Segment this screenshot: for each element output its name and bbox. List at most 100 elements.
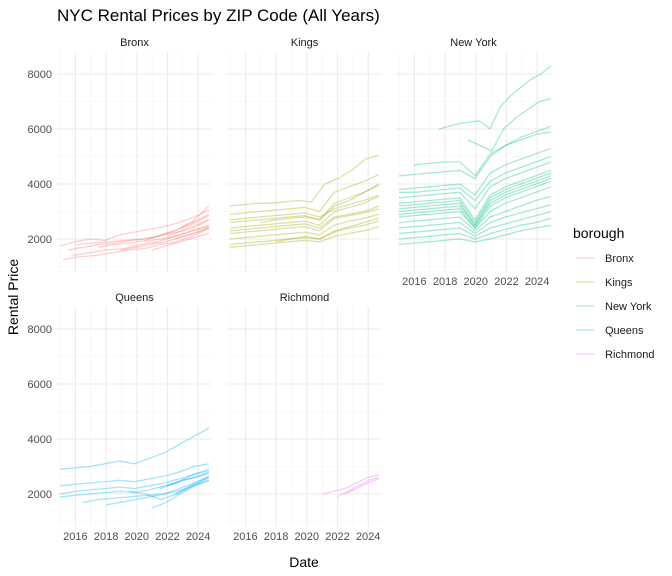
series-line <box>399 169 552 221</box>
series-line <box>399 195 552 232</box>
series-line <box>60 472 210 498</box>
y-tick-label: 4000 <box>28 179 52 191</box>
legend-entry-label: Bronx <box>605 253 634 265</box>
facet-strip-label: Queens <box>115 292 154 304</box>
x-tick-label: 2016 <box>233 531 257 543</box>
series-line <box>399 224 552 246</box>
series-line <box>399 177 552 226</box>
series-line <box>230 184 380 224</box>
facet-strip-label: New York <box>450 37 497 49</box>
series-line <box>105 476 210 506</box>
series-line <box>399 125 552 180</box>
series-line <box>337 476 380 498</box>
series-line <box>399 210 552 237</box>
series-line <box>151 479 210 509</box>
series-line <box>399 203 552 235</box>
series-line <box>98 205 210 248</box>
series-line <box>167 219 210 237</box>
legend-entry-label: Kings <box>605 277 633 289</box>
series-line <box>230 220 380 246</box>
series-line <box>399 186 552 229</box>
chart-title: NYC Rental Prices by ZIP Code (All Years… <box>57 6 380 25</box>
series-line <box>230 208 380 235</box>
facet-panels: Bronx 2000 4000 6000 8000 Kings New York 2016 20… <box>28 37 552 543</box>
x-tick-label: 2024 <box>186 531 210 543</box>
series-line <box>62 227 210 261</box>
y-tick-label: 8000 <box>28 69 52 81</box>
series-line <box>59 209 210 247</box>
x-tick-label: 2016 <box>63 531 87 543</box>
series-line <box>128 476 210 501</box>
x-tick-label: 2022 <box>155 531 179 543</box>
y-tick-label: 8000 <box>28 324 52 336</box>
legend-title: borough <box>573 225 624 241</box>
legend-entry-kings: Kings <box>576 277 633 289</box>
x-tick-label: 2018 <box>264 531 288 543</box>
y-tick-label: 2000 <box>28 489 52 501</box>
x-tick-label: 2020 <box>295 531 319 543</box>
series-line <box>399 172 552 224</box>
series-line <box>399 161 552 210</box>
series-line <box>230 213 380 240</box>
x-tick-label: 2022 <box>494 276 518 288</box>
facet-strip-label: Richmond <box>280 292 330 304</box>
series-line <box>182 215 210 229</box>
x-tick-label: 2024 <box>356 531 380 543</box>
series-line <box>399 155 552 202</box>
x-tick-label: 2024 <box>525 276 549 288</box>
series-line <box>399 175 552 226</box>
series-line <box>414 131 552 177</box>
series-line <box>151 232 210 251</box>
x-tick-label: 2020 <box>125 531 149 543</box>
series-line <box>72 224 210 257</box>
facet-strip-label: Bronx <box>120 37 149 49</box>
series-line <box>260 183 380 224</box>
series-line <box>144 225 210 243</box>
legend-entry-bronx: Bronx <box>576 253 634 265</box>
y-tick-label: 6000 <box>28 379 52 391</box>
y-axis-label: Rental Price <box>5 259 21 335</box>
series-line <box>60 463 210 487</box>
series-line <box>467 98 552 152</box>
facet-panel-kings: Kings <box>227 37 382 272</box>
x-tick-label: 2018 <box>433 276 457 288</box>
series-line <box>344 478 380 495</box>
legend: borough Bronx Kings New York Queens Richmond <box>573 225 655 361</box>
x-tick-label: 2018 <box>94 531 118 543</box>
series-line <box>321 474 380 495</box>
x-tick-label: 2022 <box>325 531 349 543</box>
facet-strip-label: Kings <box>291 37 319 49</box>
legend-entry-label: Queens <box>605 325 644 337</box>
x-tick-label: 2020 <box>464 276 488 288</box>
facet-panel-bronx: Bronx 2000 4000 6000 8000 <box>28 37 212 272</box>
series-line <box>230 194 380 221</box>
series-line <box>82 479 210 503</box>
series-line <box>438 65 552 130</box>
y-tick-label: 4000 <box>28 434 52 446</box>
facet-panel-new-york: New York 2016 2018 2020 2022 2024 <box>396 37 552 288</box>
series-line <box>60 427 210 470</box>
series-line <box>230 225 380 248</box>
series-line <box>230 154 380 207</box>
series-line <box>399 147 552 196</box>
series-line <box>174 475 210 495</box>
facet-panel-queens: Queens 2000 4000 6000 8000 2016 2018 2020 2022 20… <box>28 292 212 543</box>
legend-entry-richmond: Richmond <box>576 349 655 361</box>
legend-entry-queens: Queens <box>576 325 644 337</box>
legend-entry-label: Richmond <box>605 349 655 361</box>
series-line <box>275 217 380 243</box>
x-tick-label: 2016 <box>402 276 426 288</box>
series-line <box>399 180 552 229</box>
y-tick-label: 6000 <box>28 124 52 136</box>
series-line <box>67 219 210 251</box>
series-line <box>167 471 210 487</box>
series-line <box>399 217 552 240</box>
series-line <box>230 205 380 232</box>
series-line <box>59 469 210 495</box>
x-axis-label: Date <box>289 554 319 570</box>
y-tick-label: 2000 <box>28 234 52 246</box>
series-line <box>75 213 210 246</box>
series-line <box>121 227 210 251</box>
series-line <box>174 227 210 240</box>
